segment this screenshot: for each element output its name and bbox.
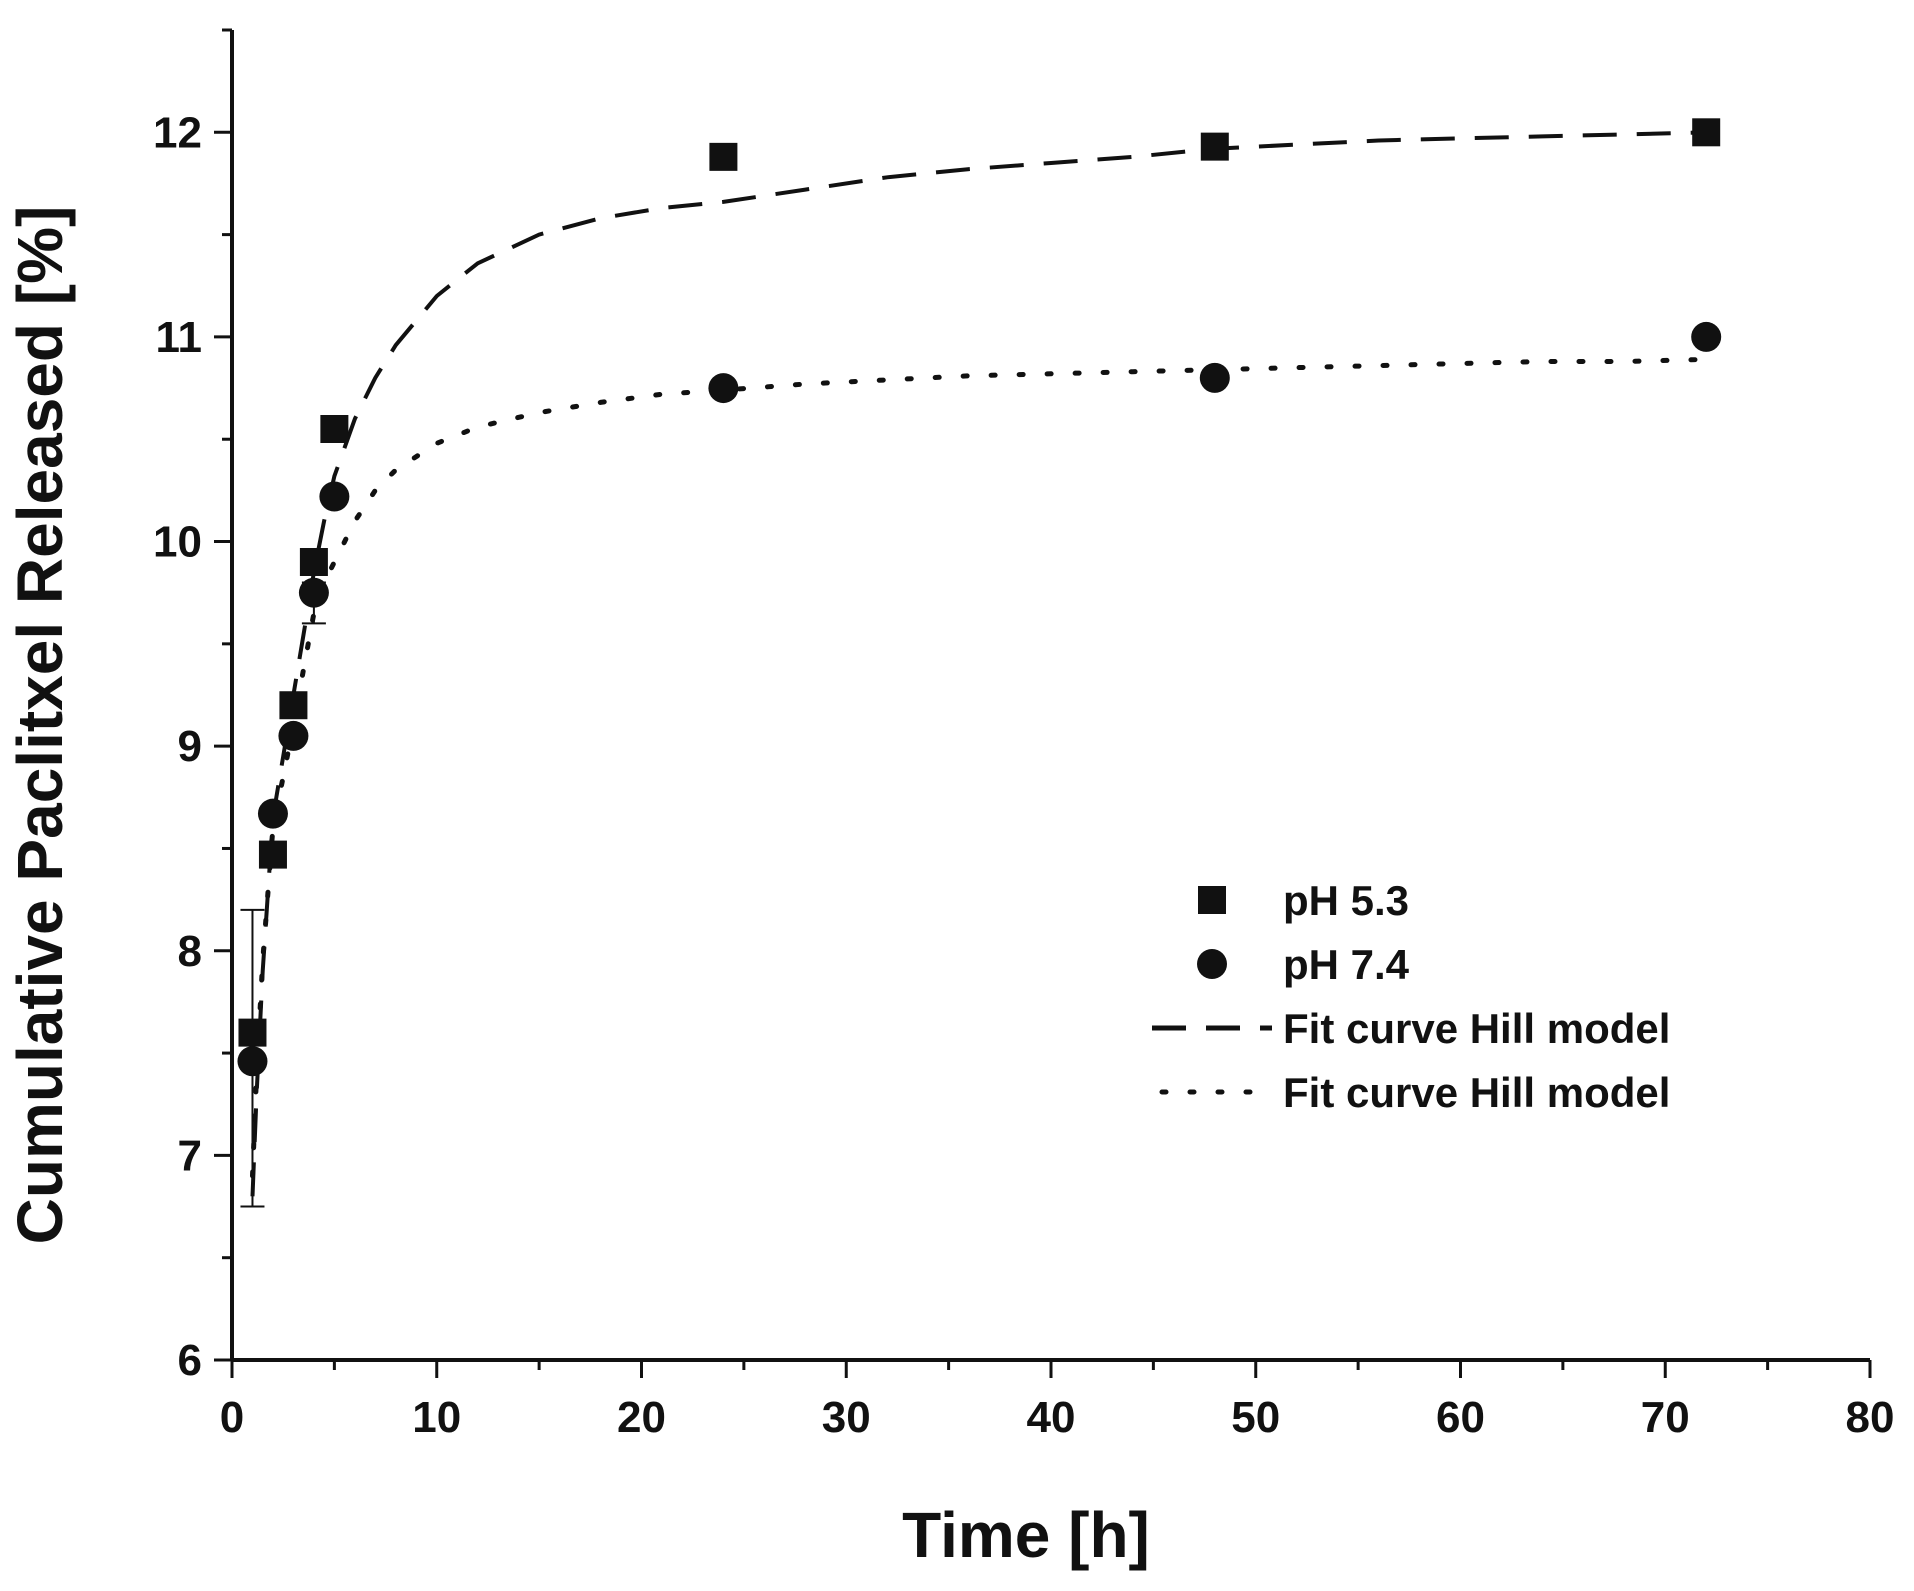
y-tick-label: 12 xyxy=(153,108,202,157)
data-point-ph74 xyxy=(257,798,288,829)
fit-curve-dotted xyxy=(250,356,1709,1179)
data-point-ph53 xyxy=(1692,118,1721,147)
data-points xyxy=(237,118,1722,1077)
y-tick-label: 9 xyxy=(178,722,202,771)
legend: pH 5.3 pH 7.4 Fit curve Hill model Fit curv… xyxy=(1152,877,1670,1116)
data-point-ph74 xyxy=(1199,362,1230,393)
axes: 0 10 20 30 40 50 60 70 80 6 7 8 9 10 11 12 xyxy=(153,28,1895,1442)
data-point-ph53 xyxy=(258,840,287,869)
data-point-ph74 xyxy=(298,577,329,608)
data-point-ph74 xyxy=(1691,321,1722,352)
x-tick-label: 30 xyxy=(822,1393,871,1442)
y-tick-label: 6 xyxy=(178,1336,202,1385)
y-tick-label: 10 xyxy=(153,518,202,567)
data-point-ph74 xyxy=(237,1046,268,1077)
data-point-ph53 xyxy=(238,1018,267,1047)
x-tick-label: 20 xyxy=(617,1393,666,1442)
y-tick-label: 11 xyxy=(155,313,202,362)
x-axis-title: Time [h] xyxy=(902,1499,1150,1571)
error-bars xyxy=(240,581,326,1208)
legend-label: Fit curve Hill model xyxy=(1283,1069,1670,1116)
x-tick-label: 70 xyxy=(1641,1393,1690,1442)
x-tick-label: 0 xyxy=(220,1393,244,1442)
legend-symbol-square xyxy=(1198,886,1226,914)
data-point-ph53 xyxy=(279,691,308,720)
data-point-ph74 xyxy=(319,481,350,512)
y-tick-label: 8 xyxy=(178,927,202,976)
y-axis-title: Cumulative Paclitxel Released [%] xyxy=(4,206,76,1245)
data-point-ph53 xyxy=(299,548,328,576)
data-point-ph74 xyxy=(278,720,309,751)
data-point-ph53 xyxy=(709,142,738,171)
legend-label: pH 5.3 xyxy=(1283,877,1409,924)
x-tick-label: 10 xyxy=(412,1393,461,1442)
data-point-ph74 xyxy=(708,373,739,404)
y-tick-label: 7 xyxy=(178,1131,202,1180)
x-tick-label: 80 xyxy=(1846,1393,1895,1442)
legend-label: Fit curve Hill model xyxy=(1283,1005,1670,1052)
legend-label: pH 7.4 xyxy=(1283,941,1410,988)
data-point-ph53 xyxy=(1200,132,1229,161)
legend-symbol-circle xyxy=(1197,949,1227,979)
x-tick-label: 50 xyxy=(1231,1393,1280,1442)
x-tick-label: 60 xyxy=(1436,1393,1485,1442)
x-tick-label: 40 xyxy=(1027,1393,1076,1442)
data-point-ph53 xyxy=(320,415,349,443)
